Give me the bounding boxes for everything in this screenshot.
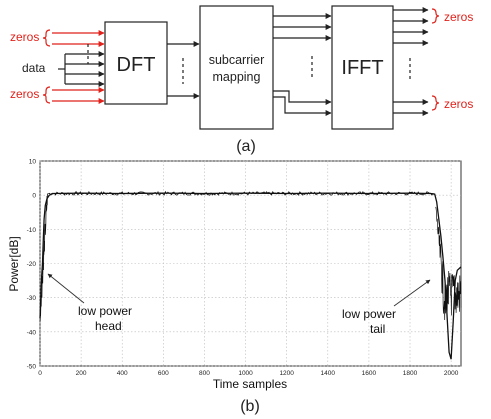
zeros-bracket-bottom [42, 86, 51, 104]
zeros-label-bottom: zeros [10, 87, 39, 101]
x-axis-label: Time samples [213, 377, 287, 391]
zeros-bracket-top [42, 29, 51, 47]
zeros-out-bracket-top [431, 8, 440, 24]
power-series-tail [435, 206, 462, 321]
y-axis-label: Power[dB] [7, 236, 21, 291]
tail-annotation-line1: low power [342, 307, 396, 321]
x-tick-label: 1200 [279, 370, 294, 377]
tail-annotation-arrow [393, 279, 431, 307]
map-out-arrow-4 [273, 90, 332, 105]
subcarrier-label-2: mapping [213, 70, 261, 84]
y-tick-label: -50 [27, 364, 37, 371]
block-diagram: zeros data zeros DFT subcarrier mapping [10, 5, 473, 155]
data-label: data [22, 61, 46, 75]
y-tick-label: 0 [32, 193, 36, 200]
x-tick-label: 0 [38, 370, 42, 377]
power-series-line [39, 192, 462, 360]
subcarrier-label-1: subcarrier [209, 53, 265, 67]
x-tick-label: 800 [199, 370, 210, 377]
zeros-out-label-top: zeros [444, 10, 473, 24]
dft-label: DFT [117, 54, 156, 76]
x-tick-label: 1000 [238, 370, 253, 377]
caption-b: (b) [240, 398, 260, 415]
x-tick-label: 1400 [321, 370, 336, 377]
ifft-label: IFFT [341, 57, 383, 79]
y-tick-label: -30 [27, 295, 37, 302]
y-tick-label: 10 [29, 159, 37, 166]
x-tick-label: 200 [76, 370, 87, 377]
y-tick-label: -40 [27, 329, 37, 336]
map-out-arrow-5 [273, 96, 332, 116]
power-series-ripple [48, 190, 435, 196]
power-series-head [39, 193, 48, 321]
tail-annotation-line2: tail [370, 322, 385, 336]
x-tick-labels: 0 200 400 600 800 1000 1200 1400 1600 1800 2000 [38, 370, 459, 377]
head-annotation-arrow [47, 273, 85, 304]
y-tick-label: -10 [27, 227, 37, 234]
y-tick-labels: 10 0 -10 -20 -30 -40 -50 [27, 159, 37, 371]
head-annotation-line1: low power [78, 304, 132, 318]
zeros-out-label-bottom: zeros [444, 97, 473, 111]
x-tick-label: 2000 [444, 370, 459, 377]
caption-a: (a) [236, 138, 256, 155]
head-annotation-line2: head [95, 319, 122, 333]
ifft-block [331, 5, 394, 130]
x-tick-label: 1600 [362, 370, 377, 377]
subcarrier-mapping-block [199, 5, 274, 130]
plot-grid [39, 160, 461, 367]
dft-block [104, 21, 168, 105]
zeros-label-top: zeros [10, 30, 39, 44]
x-tick-label: 600 [158, 370, 169, 377]
x-tick-label: 400 [117, 370, 128, 377]
zeros-out-bracket-bottom [431, 95, 440, 111]
y-tick-label: -20 [27, 261, 37, 268]
x-tick-label: 1800 [403, 370, 418, 377]
power-trace [39, 190, 462, 360]
power-plot: 0 200 400 600 800 1000 1200 1400 1600 1800 2000 10… [7, 159, 462, 415]
